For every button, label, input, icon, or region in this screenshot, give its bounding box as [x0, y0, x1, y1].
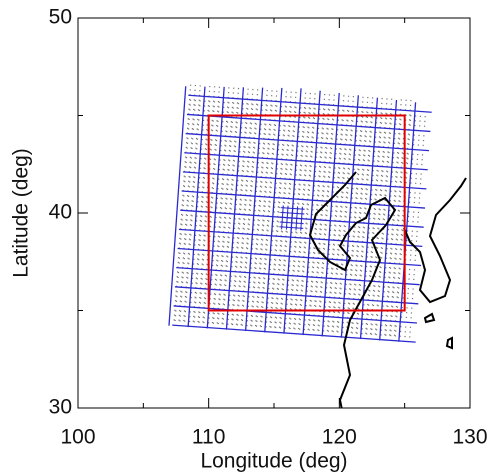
plot-frame [77, 17, 471, 409]
y-axis-title: Latitude (deg) [10, 148, 33, 278]
grid-line-blue [359, 97, 379, 340]
grid-line-blue [264, 87, 283, 333]
grid-line-blue [279, 226, 304, 229]
grid-line-blue [279, 216, 305, 220]
grid-line-blue [295, 206, 299, 231]
grid-line-blue [184, 152, 428, 171]
grid-line-blue [173, 305, 418, 324]
grid-dots [185, 157, 426, 175]
grid-line-blue [321, 92, 340, 337]
grid-line-blue [177, 247, 422, 267]
y-tick-label: 30 [49, 396, 72, 419]
grid-line-blue [225, 87, 245, 330]
grid-dots [179, 243, 420, 262]
grid-dots [177, 281, 417, 300]
grid-line-blue [300, 206, 303, 231]
grid-line-blue [188, 94, 432, 113]
grid-line-blue [187, 86, 206, 328]
grid-dots [178, 262, 419, 281]
x-tick-label: 100 [60, 426, 95, 449]
grid-line-blue [398, 102, 417, 342]
grid-dots [181, 224, 421, 243]
grid-line-blue [178, 228, 423, 248]
x-tick-label: 110 [192, 426, 225, 449]
grid-line-blue [172, 324, 416, 343]
grid-line-blue [185, 132, 430, 152]
coastline [308, 171, 467, 408]
grid-line-blue [206, 86, 225, 329]
domain-box [207, 114, 406, 312]
x-tick-label: 120 [322, 426, 357, 449]
grid-line-blue [181, 190, 426, 209]
grid-line-blue [244, 87, 264, 332]
grid-line-blue [168, 86, 187, 326]
grid-line-blue [174, 286, 419, 305]
island [445, 336, 453, 350]
grid-line-blue [279, 221, 304, 225]
x-tick-label: 130 [452, 426, 487, 449]
grid-line-blue [182, 171, 427, 190]
island [423, 312, 436, 324]
y-tick-label: 50 [49, 6, 72, 29]
grid-line-blue [176, 266, 420, 286]
grid-dots [174, 319, 415, 338]
x-axis-title: Longitude (deg) [200, 450, 347, 472]
coast-korea [403, 177, 467, 304]
grid-line-blue [340, 95, 359, 338]
grid-line-blue [186, 113, 431, 133]
grid-line-blue [302, 90, 321, 336]
y-tick-label: 40 [49, 201, 72, 224]
coast-china [308, 171, 397, 408]
